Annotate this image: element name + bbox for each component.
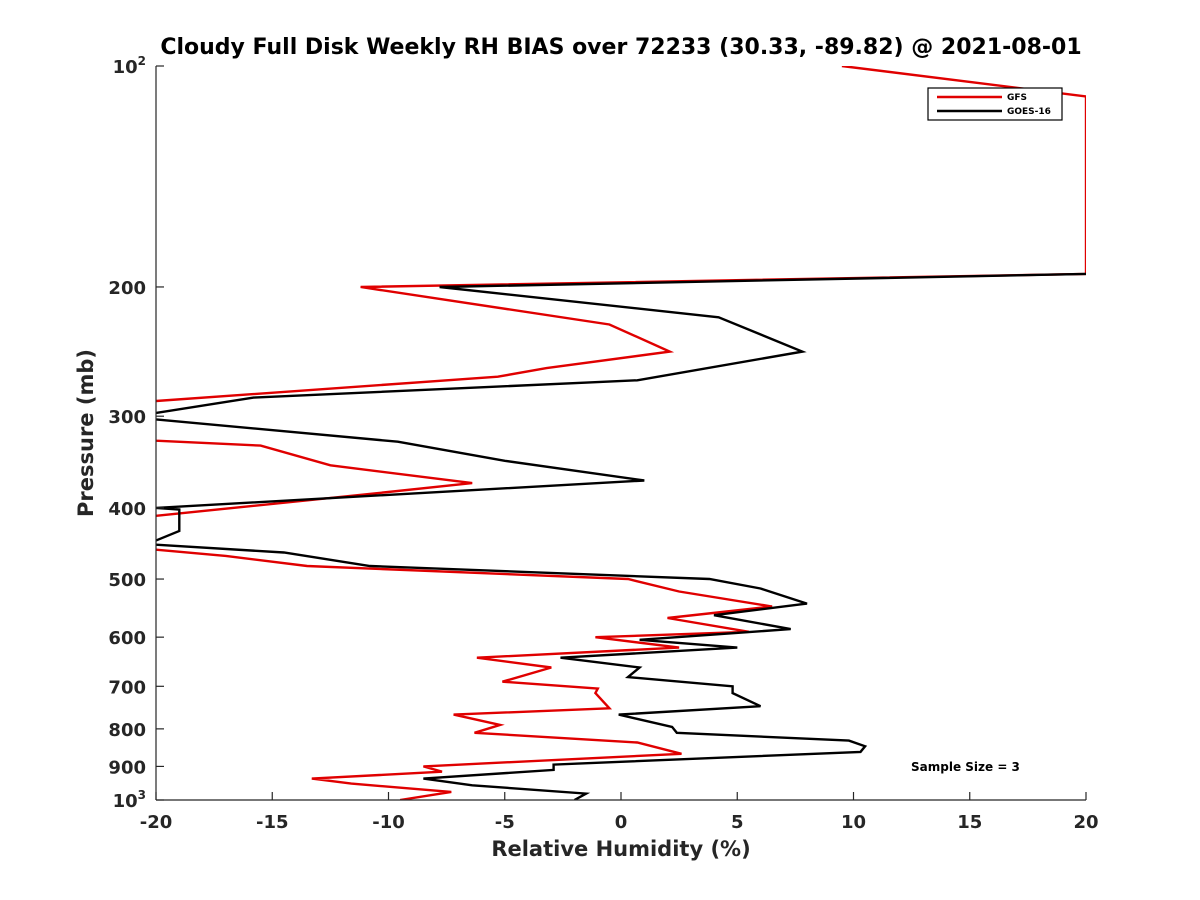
y-tick-label: 102	[113, 54, 146, 78]
legend-label-gfs: GFS	[1007, 93, 1027, 103]
chart-title: Cloudy Full Disk Weekly RH BIAS over 722…	[160, 35, 1081, 60]
series-layer	[156, 66, 1086, 800]
y-tick-label: 500	[108, 570, 146, 591]
legend-label-goes16: GOES-16	[1007, 107, 1051, 117]
series-line-gfs	[156, 66, 1086, 800]
x-tick-label: 10	[841, 812, 866, 833]
x-tick-label: 5	[731, 812, 744, 833]
x-tick-label: 15	[957, 812, 982, 833]
y-tick-label: 400	[108, 499, 146, 520]
legend-box	[927, 87, 1063, 121]
x-tick-label: -10	[372, 812, 405, 833]
y-tick-label: 600	[108, 628, 146, 649]
legend: GFS GOES-16	[927, 87, 1063, 121]
series-line-goes16	[156, 272, 1086, 800]
x-tick-label: -20	[140, 812, 173, 833]
sample-size-annotation: Sample Size = 3	[911, 760, 1020, 774]
y-axis-label: Pressure (mb)	[74, 349, 98, 517]
x-tick-label: -5	[495, 812, 515, 833]
x-ticks: -20 -15 -10 -5 0 5 10 15 20	[140, 792, 1099, 833]
x-tick-label: 20	[1073, 812, 1098, 833]
y-tick-label: 700	[108, 677, 146, 698]
y-ticks: 102 200 300 400 500 600 700 800 900 103	[108, 54, 164, 812]
y-tick-label: 800	[108, 720, 146, 741]
x-tick-label: 0	[615, 812, 628, 833]
y-tick-label: 900	[108, 757, 146, 778]
y-tick-label: 300	[108, 407, 146, 428]
x-tick-label: -15	[256, 812, 289, 833]
y-tick-label: 200	[108, 278, 146, 299]
x-axis-label: Relative Humidity (%)	[491, 837, 750, 861]
y-tick-label: 103	[113, 788, 146, 812]
